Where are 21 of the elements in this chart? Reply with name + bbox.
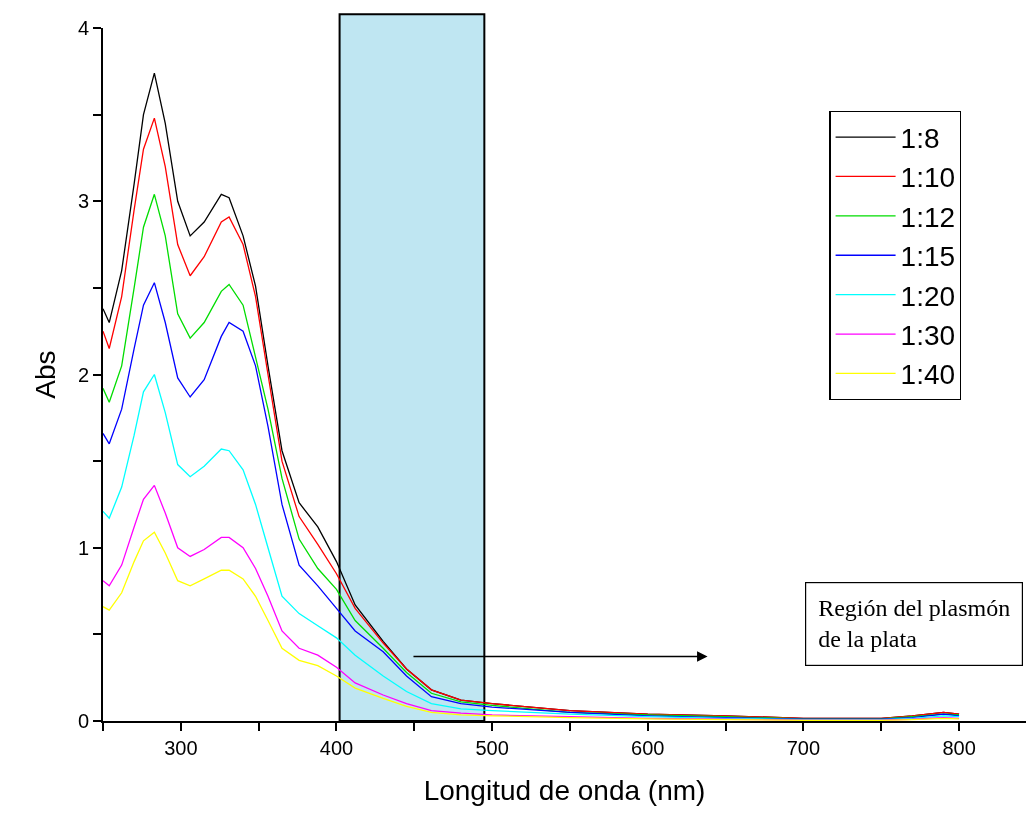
y-tick-label: 4 (77, 17, 89, 39)
legend-label: 1:20 (900, 280, 956, 312)
y-axis-title: Abs (30, 350, 62, 399)
x-tick-label: 300 (164, 737, 198, 759)
x-axis-title: Longitud de onda (nm) (423, 774, 706, 806)
legend-label: 1:40 (900, 359, 956, 391)
x-tick-label: 700 (786, 737, 821, 759)
legend-label: 1:15 (900, 241, 956, 273)
x-tick-label: 400 (319, 737, 354, 759)
x-tick-label: 800 (942, 737, 976, 759)
y-tick-label: 0 (77, 710, 89, 732)
legend-label: 1:30 (900, 319, 956, 351)
annotation: Región del plasmón de la plata (818, 595, 1011, 653)
y-tick-label: 2 (77, 363, 89, 386)
legend-label: 1:12 (900, 201, 956, 233)
y-tick-label: 3 (77, 190, 89, 213)
x-tick-label: 600 (631, 737, 665, 759)
y-tick-label: 1 (77, 536, 89, 559)
x-tick-label: 500 (475, 737, 509, 759)
legend-label: 1:10 (900, 162, 956, 194)
legend-label: 1:8 (900, 122, 940, 154)
